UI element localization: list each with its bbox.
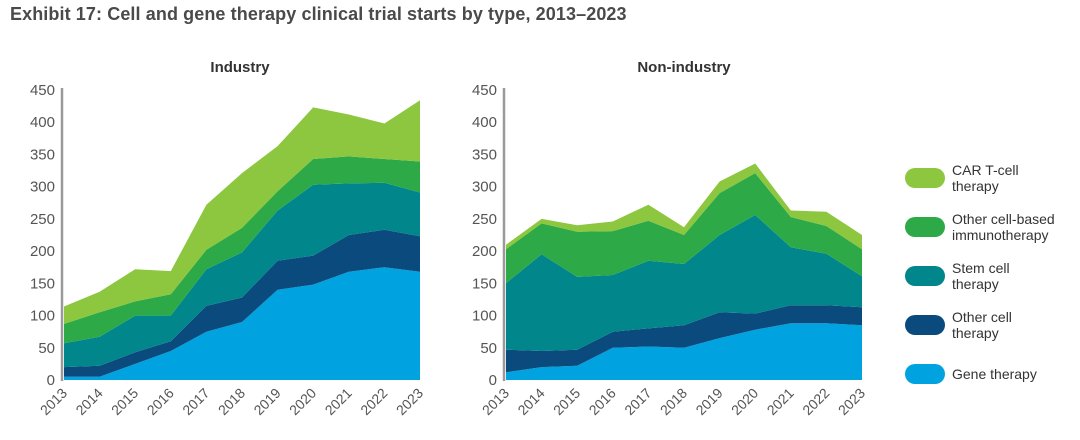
area-industry-car-t-cell-therapy bbox=[64, 100, 420, 324]
ytick-industry-300: 300 bbox=[30, 179, 55, 196]
xtick-industry-2023: 2023 bbox=[393, 385, 426, 418]
exhibit-title: Exhibit 17: Cell and gene therapy clinic… bbox=[10, 4, 627, 24]
panel-title-industry: Industry bbox=[210, 59, 270, 76]
ytick-non-industry-0: 0 bbox=[489, 372, 497, 389]
ytick-industry-100: 100 bbox=[30, 308, 55, 325]
xtick-industry-2020: 2020 bbox=[286, 385, 319, 418]
legend-label-stem-cell-therapy: Stem cell therapy bbox=[952, 260, 1010, 292]
xtick-non-industry-2022: 2022 bbox=[799, 385, 832, 418]
legend-swatch-car-t-cell-therapy bbox=[905, 168, 945, 188]
ytick-non-industry-400: 400 bbox=[472, 114, 497, 131]
ytick-non-industry-50: 50 bbox=[480, 340, 497, 357]
ytick-industry-400: 400 bbox=[30, 114, 55, 131]
panel-title-non-industry: Non-industry bbox=[637, 59, 731, 76]
xtick-non-industry-2013: 2013 bbox=[479, 385, 512, 418]
ytick-non-industry-200: 200 bbox=[472, 243, 497, 260]
area-industry-gene-therapy bbox=[64, 267, 420, 380]
xtick-industry-2016: 2016 bbox=[144, 385, 177, 418]
xtick-industry-2022: 2022 bbox=[357, 385, 390, 418]
xtick-non-industry-2021: 2021 bbox=[764, 385, 797, 418]
xtick-industry-2014: 2014 bbox=[72, 385, 105, 418]
xtick-non-industry-2023: 2023 bbox=[835, 385, 868, 418]
ytick-industry-450: 450 bbox=[30, 82, 55, 99]
ytick-industry-250: 250 bbox=[30, 211, 55, 228]
area-industry-other-cell-based-immunotherapy bbox=[64, 156, 420, 344]
legend-label-gene-therapy: Gene therapy bbox=[952, 366, 1037, 382]
area-non-industry-car-t-cell-therapy bbox=[506, 163, 862, 250]
legend-swatch-stem-cell-therapy bbox=[905, 266, 945, 286]
xtick-industry-2019: 2019 bbox=[250, 385, 283, 418]
xtick-non-industry-2016: 2016 bbox=[586, 385, 619, 418]
legend-swatch-other-cell-therapy bbox=[905, 315, 945, 335]
xtick-non-industry-2017: 2017 bbox=[621, 385, 654, 418]
area-non-industry-gene-therapy bbox=[506, 323, 862, 380]
xtick-industry-2013: 2013 bbox=[37, 385, 70, 418]
legend-swatch-other-cell-based-immunotherapy bbox=[905, 217, 945, 237]
area-non-industry-other-cell-therapy bbox=[506, 305, 862, 373]
ytick-industry-50: 50 bbox=[38, 340, 55, 357]
area-industry-other-cell-therapy bbox=[64, 229, 420, 377]
ytick-non-industry-100: 100 bbox=[472, 308, 497, 325]
ytick-non-industry-150: 150 bbox=[472, 275, 497, 292]
legend-label-other-cell-based-immunotherapy: Other cell-based immunotherapy bbox=[952, 211, 1055, 243]
ytick-industry-150: 150 bbox=[30, 275, 55, 292]
ytick-industry-200: 200 bbox=[30, 243, 55, 260]
legend-swatch-gene-therapy bbox=[905, 364, 945, 384]
ytick-industry-0: 0 bbox=[47, 372, 55, 389]
xtick-industry-2021: 2021 bbox=[322, 385, 355, 418]
ytick-non-industry-300: 300 bbox=[472, 179, 497, 196]
area-non-industry-other-cell-based-immunotherapy bbox=[506, 173, 862, 284]
xtick-industry-2018: 2018 bbox=[215, 385, 248, 418]
xtick-non-industry-2015: 2015 bbox=[550, 385, 583, 418]
area-industry-stem-cell-therapy bbox=[64, 182, 420, 368]
ytick-industry-350: 350 bbox=[30, 146, 55, 163]
legend-label-car-t-cell-therapy: CAR T-cell therapy bbox=[952, 162, 1019, 194]
xtick-industry-2015: 2015 bbox=[108, 385, 141, 418]
ytick-non-industry-250: 250 bbox=[472, 211, 497, 228]
xtick-non-industry-2018: 2018 bbox=[657, 385, 690, 418]
ytick-non-industry-350: 350 bbox=[472, 146, 497, 163]
ytick-non-industry-450: 450 bbox=[472, 82, 497, 99]
xtick-non-industry-2019: 2019 bbox=[692, 385, 725, 418]
legend-label-other-cell-therapy: Other cell therapy bbox=[952, 309, 1012, 341]
xtick-non-industry-2020: 2020 bbox=[728, 385, 761, 418]
xtick-non-industry-2014: 2014 bbox=[514, 385, 547, 418]
area-non-industry-stem-cell-therapy bbox=[506, 215, 862, 351]
xtick-industry-2017: 2017 bbox=[179, 385, 212, 418]
